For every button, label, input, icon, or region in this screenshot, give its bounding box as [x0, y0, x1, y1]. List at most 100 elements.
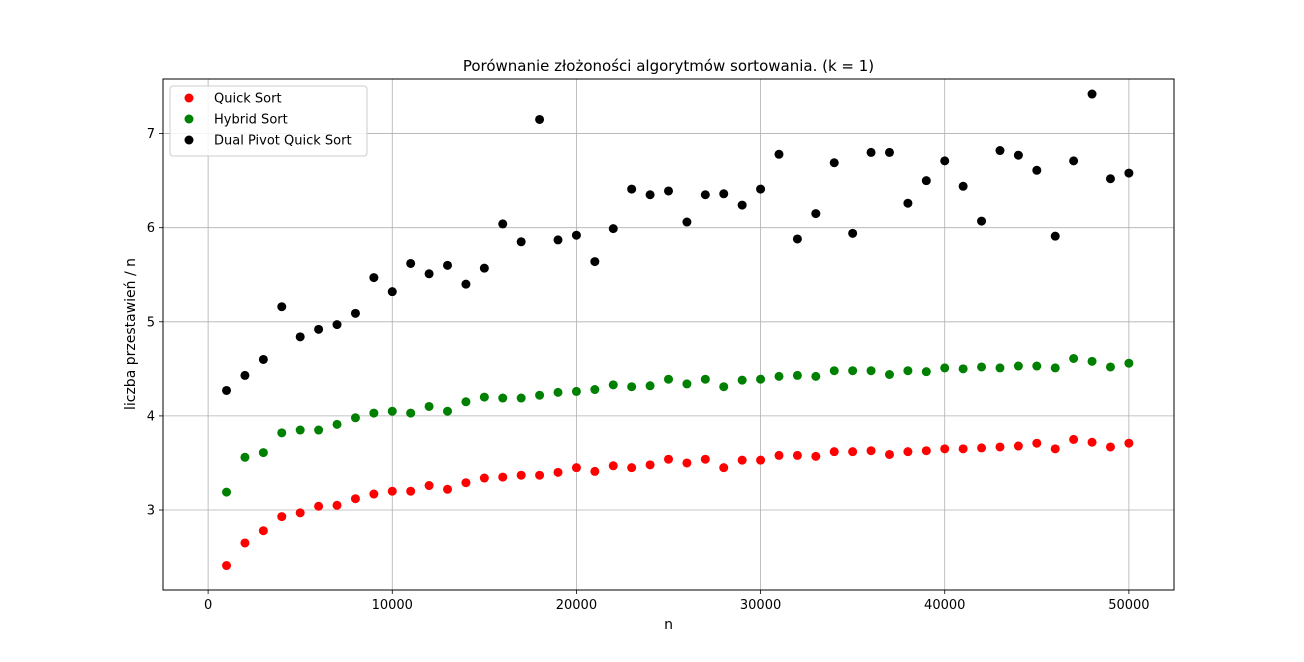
hybrid-sort-point [1105, 362, 1115, 372]
y-tick-label: 6 [147, 221, 155, 236]
legend-marker-hybrid-sort [184, 114, 194, 124]
hybrid-sort-point [811, 371, 821, 381]
dual-pivot-quick-sort-point [350, 308, 360, 318]
x-tick-label: 20000 [556, 598, 597, 613]
hybrid-sort-point [277, 428, 287, 438]
dual-pivot-quick-sort-point [664, 186, 673, 196]
x-tick-label: 30000 [740, 598, 781, 613]
dual-pivot-quick-sort-point [295, 332, 305, 342]
hybrid-sort-point [866, 366, 876, 376]
hybrid-sort-point [498, 393, 508, 403]
hybrid-sort-point [516, 393, 526, 403]
y-tick-label: 7 [147, 127, 155, 142]
dual-pivot-quick-sort-point [682, 217, 692, 227]
dual-pivot-quick-sort-point [756, 184, 766, 194]
hybrid-sort-point [829, 366, 839, 376]
chart-title: Porównanie złożoności algorytmów sortowa… [463, 57, 874, 75]
quick-sort-point [571, 463, 581, 473]
legend-label-hybrid-sort: Hybrid Sort [214, 113, 288, 128]
dual-pivot-quick-sort-point [443, 260, 453, 270]
quick-sort-point [940, 444, 950, 454]
hybrid-sort-point [1050, 363, 1060, 373]
dual-pivot-quick-sort-point [884, 147, 894, 157]
y-tick-label: 4 [147, 409, 155, 424]
dual-pivot-quick-sort-point [1087, 89, 1097, 99]
data-points [222, 89, 1134, 571]
quick-sort-point [903, 447, 913, 457]
x-axis-label: n [664, 617, 673, 633]
dual-pivot-quick-sort-point [406, 258, 416, 268]
quick-sort-point [719, 463, 729, 473]
dual-pivot-quick-sort-point [479, 263, 489, 273]
quick-sort-point [995, 442, 1005, 452]
quick-sort-point [387, 486, 397, 496]
hybrid-sort-point [903, 366, 913, 376]
hybrid-sort-point [1032, 361, 1042, 371]
axis-ticks: 0 10000 20000 30000 40000 50000 3 4 5 6 7 [147, 127, 1150, 613]
hybrid-sort-point [443, 406, 453, 416]
dual-pivot-quick-sort-point [1032, 165, 1042, 175]
hybrid-sort-point [535, 390, 545, 400]
quick-sort-point [866, 446, 876, 456]
hybrid-sort-point [222, 487, 232, 497]
hybrid-sort-point [406, 408, 416, 418]
dual-pivot-quick-sort-point [387, 287, 397, 297]
quick-sort-point [682, 458, 692, 468]
dual-pivot-quick-sort-point [645, 190, 655, 200]
dual-pivot-quick-sort-point [1069, 156, 1079, 166]
hybrid-sort-point [479, 392, 489, 402]
quick-sort-point [516, 470, 526, 480]
quick-sort-point [1032, 438, 1042, 448]
hybrid-sort-point [995, 363, 1005, 373]
quick-sort-point [977, 443, 987, 453]
hybrid-sort-point [700, 374, 710, 384]
hybrid-sort-point [553, 387, 563, 397]
dual-pivot-quick-sort-point [553, 235, 563, 245]
legend-marker-quick-sort [184, 93, 194, 103]
dual-pivot-quick-sort-point [903, 198, 913, 208]
hybrid-sort-point [295, 425, 305, 435]
dual-pivot-quick-sort-point [940, 156, 950, 166]
dual-pivot-quick-sort-point [424, 269, 434, 279]
dual-pivot-quick-sort-point [314, 324, 324, 334]
hybrid-sort-point [848, 366, 858, 376]
quick-sort-point [1087, 437, 1097, 447]
quick-sort-point [1013, 441, 1023, 451]
legend-label-dual-pivot-quick-sort: Dual Pivot Quick Sort [214, 134, 352, 149]
hybrid-sort-point [664, 374, 673, 384]
hybrid-sort-point [387, 406, 397, 416]
quick-sort-point [553, 467, 563, 477]
dual-pivot-quick-sort-point [461, 279, 471, 289]
dual-pivot-quick-sort-point [848, 228, 858, 238]
quick-sort-point [1105, 442, 1115, 452]
dual-pivot-quick-sort-point [700, 190, 710, 200]
quick-sort-point [258, 526, 268, 536]
legend: Quick Sort Hybrid Sort Dual Pivot Quick So… [169, 85, 368, 157]
quick-sort-point [350, 494, 360, 504]
hybrid-sort-point [240, 452, 250, 462]
quick-sort-point [958, 444, 968, 454]
hybrid-sort-point [958, 364, 968, 374]
quick-sort-point [443, 484, 453, 494]
dual-pivot-quick-sort-point [332, 320, 342, 330]
quick-sort-point [222, 561, 232, 571]
dual-pivot-quick-sort-point [1105, 174, 1115, 184]
quick-sort-point [590, 466, 600, 476]
dual-pivot-quick-sort-point [1013, 150, 1023, 160]
quick-sort-point [921, 446, 931, 456]
hybrid-sort-point [756, 374, 766, 384]
dual-pivot-quick-sort-point [737, 200, 747, 210]
dual-pivot-quick-sort-point [277, 302, 287, 312]
y-axis-label: liczba przestawień / n [123, 258, 139, 410]
dual-pivot-quick-sort-point [571, 230, 581, 240]
quick-sort-point [295, 508, 305, 518]
quick-sort-point [498, 472, 508, 482]
quick-sort-point [756, 455, 766, 465]
hybrid-sort-point [258, 448, 268, 458]
hybrid-sort-point [571, 386, 581, 396]
quick-sort-point [277, 512, 287, 522]
quick-sort-point [774, 450, 784, 460]
quick-sort-point [792, 450, 802, 460]
quick-sort-point [700, 454, 710, 464]
quick-sort-point [884, 449, 894, 459]
